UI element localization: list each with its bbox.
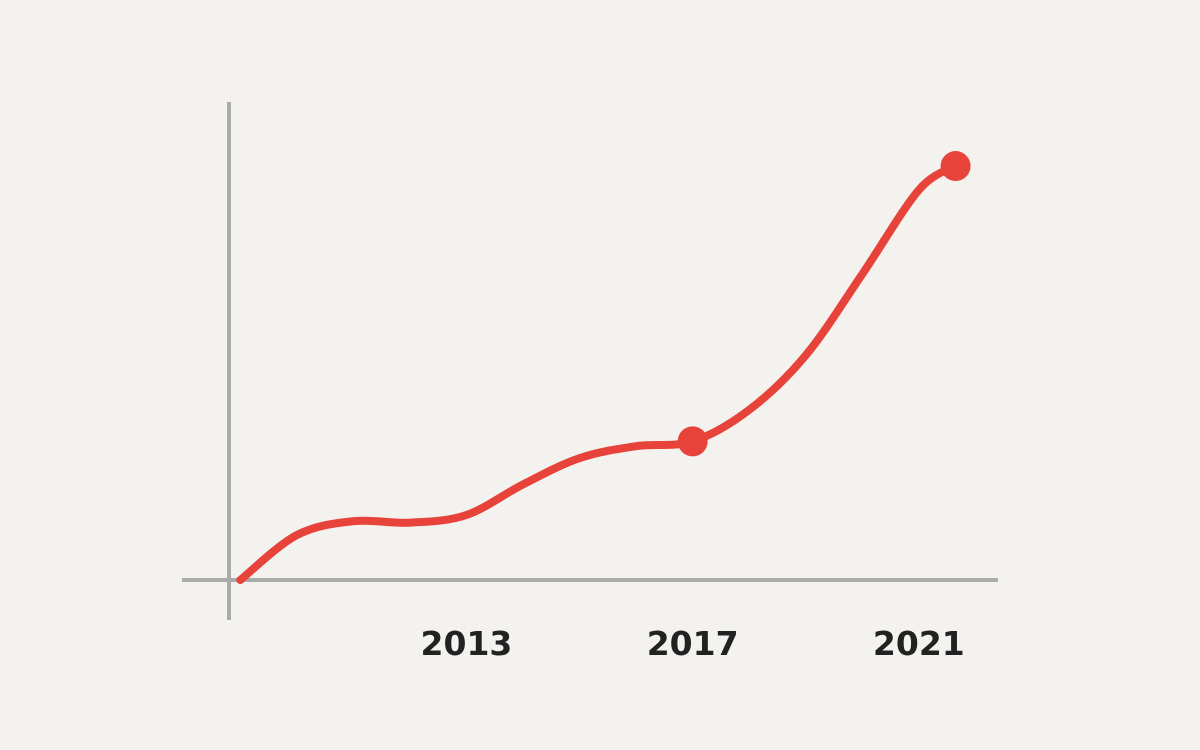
line [236,162,960,584]
x-tick-label: 2021 [873,624,965,663]
x-tick-label: 2013 [421,624,513,663]
x-tick-label: 2017 [647,624,739,663]
point-marker [677,426,708,457]
point-marker [940,151,971,182]
